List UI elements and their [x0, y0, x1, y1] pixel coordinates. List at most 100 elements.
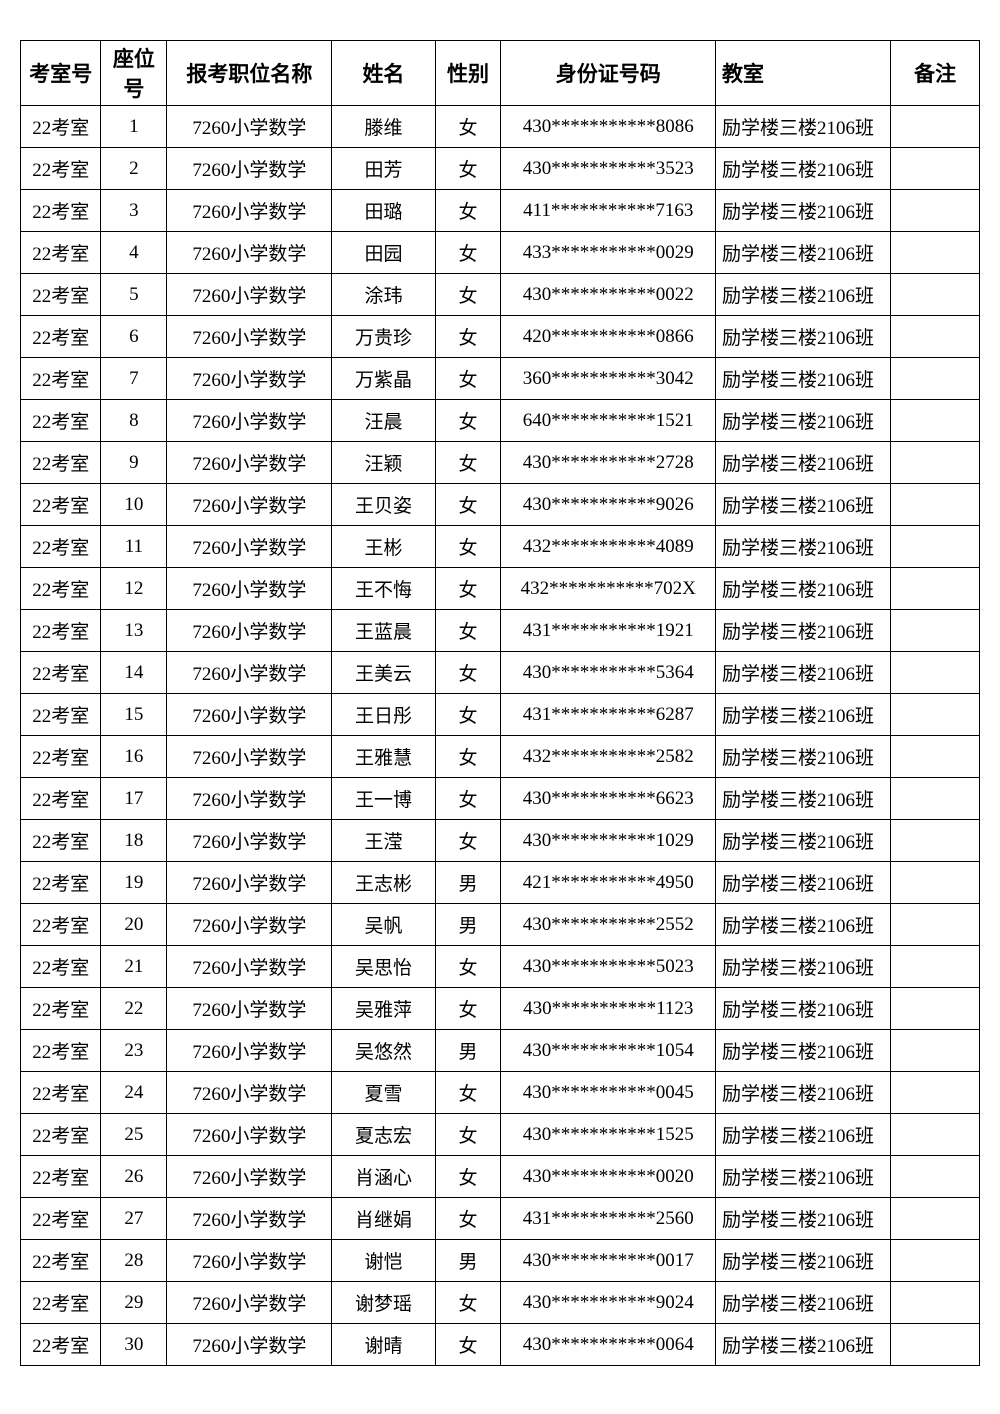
cell-position: 7260小学数学 [167, 694, 332, 736]
table-row: 22考室127260小学数学王不悔女432***********702X励学楼三… [21, 568, 980, 610]
cell-name: 滕维 [332, 106, 435, 148]
cell-room: 22考室 [21, 694, 101, 736]
cell-classroom: 励学楼三楼2106班 [715, 1282, 890, 1324]
cell-name: 万紫晶 [332, 358, 435, 400]
table-row: 22考室137260小学数学王蓝晨女431***********1921励学楼三… [21, 610, 980, 652]
cell-name: 谢梦瑶 [332, 1282, 435, 1324]
table-row: 22考室307260小学数学谢晴女430***********0064励学楼三楼… [21, 1324, 980, 1366]
cell-name: 王滢 [332, 820, 435, 862]
cell-position: 7260小学数学 [167, 1198, 332, 1240]
cell-gender: 女 [435, 1324, 501, 1366]
cell-note [891, 862, 980, 904]
cell-seat: 4 [101, 232, 167, 274]
cell-name: 吴雅萍 [332, 988, 435, 1030]
cell-gender: 女 [435, 358, 501, 400]
cell-name: 夏志宏 [332, 1114, 435, 1156]
cell-note [891, 1198, 980, 1240]
cell-classroom: 励学楼三楼2106班 [715, 1198, 890, 1240]
column-header-position: 报考职位名称 [167, 41, 332, 106]
cell-seat: 17 [101, 778, 167, 820]
cell-name: 夏雪 [332, 1072, 435, 1114]
cell-room: 22考室 [21, 400, 101, 442]
cell-position: 7260小学数学 [167, 1156, 332, 1198]
cell-room: 22考室 [21, 610, 101, 652]
cell-gender: 女 [435, 400, 501, 442]
cell-idnum: 430***********9024 [501, 1282, 715, 1324]
cell-idnum: 432***********702X [501, 568, 715, 610]
cell-idnum: 431***********1921 [501, 610, 715, 652]
cell-position: 7260小学数学 [167, 778, 332, 820]
cell-note [891, 568, 980, 610]
cell-name: 汪颖 [332, 442, 435, 484]
cell-position: 7260小学数学 [167, 484, 332, 526]
cell-seat: 9 [101, 442, 167, 484]
cell-classroom: 励学楼三楼2106班 [715, 610, 890, 652]
cell-classroom: 励学楼三楼2106班 [715, 568, 890, 610]
cell-note [891, 274, 980, 316]
cell-position: 7260小学数学 [167, 190, 332, 232]
cell-idnum: 430***********0020 [501, 1156, 715, 1198]
table-row: 22考室167260小学数学王雅慧女432***********2582励学楼三… [21, 736, 980, 778]
cell-note [891, 358, 980, 400]
cell-gender: 女 [435, 1198, 501, 1240]
cell-note [891, 526, 980, 568]
column-header-note: 备注 [891, 41, 980, 106]
cell-seat: 11 [101, 526, 167, 568]
cell-room: 22考室 [21, 1114, 101, 1156]
cell-seat: 29 [101, 1282, 167, 1324]
cell-room: 22考室 [21, 274, 101, 316]
cell-note [891, 148, 980, 190]
cell-room: 22考室 [21, 442, 101, 484]
cell-note [891, 946, 980, 988]
cell-gender: 女 [435, 232, 501, 274]
cell-seat: 3 [101, 190, 167, 232]
cell-seat: 16 [101, 736, 167, 778]
cell-note [891, 778, 980, 820]
cell-note [891, 610, 980, 652]
cell-classroom: 励学楼三楼2106班 [715, 1324, 890, 1366]
cell-note [891, 190, 980, 232]
cell-gender: 男 [435, 1030, 501, 1072]
cell-classroom: 励学楼三楼2106班 [715, 946, 890, 988]
table-row: 22考室227260小学数学吴雅萍女430***********1123励学楼三… [21, 988, 980, 1030]
cell-name: 王日彤 [332, 694, 435, 736]
table-header-row: 考室号座位号报考职位名称姓名性别身份证号码教室备注 [21, 41, 980, 106]
cell-note [891, 316, 980, 358]
cell-position: 7260小学数学 [167, 610, 332, 652]
cell-seat: 13 [101, 610, 167, 652]
cell-gender: 女 [435, 1114, 501, 1156]
cell-idnum: 420***********0866 [501, 316, 715, 358]
cell-gender: 女 [435, 820, 501, 862]
cell-gender: 男 [435, 904, 501, 946]
cell-position: 7260小学数学 [167, 316, 332, 358]
cell-classroom: 励学楼三楼2106班 [715, 1156, 890, 1198]
cell-note [891, 820, 980, 862]
cell-gender: 女 [435, 148, 501, 190]
cell-seat: 26 [101, 1156, 167, 1198]
cell-seat: 27 [101, 1198, 167, 1240]
cell-classroom: 励学楼三楼2106班 [715, 442, 890, 484]
table-row: 22考室77260小学数学万紫晶女360***********3042励学楼三楼… [21, 358, 980, 400]
table-row: 22考室117260小学数学王彬女432***********4089励学楼三楼… [21, 526, 980, 568]
cell-gender: 女 [435, 736, 501, 778]
cell-gender: 女 [435, 568, 501, 610]
cell-name: 田璐 [332, 190, 435, 232]
column-header-room: 考室号 [21, 41, 101, 106]
cell-idnum: 433***********0029 [501, 232, 715, 274]
cell-name: 王一博 [332, 778, 435, 820]
cell-classroom: 励学楼三楼2106班 [715, 988, 890, 1030]
cell-idnum: 430***********0022 [501, 274, 715, 316]
cell-classroom: 励学楼三楼2106班 [715, 232, 890, 274]
cell-note [891, 1324, 980, 1366]
cell-classroom: 励学楼三楼2106班 [715, 274, 890, 316]
cell-room: 22考室 [21, 988, 101, 1030]
cell-idnum: 411***********7163 [501, 190, 715, 232]
cell-room: 22考室 [21, 904, 101, 946]
cell-idnum: 430***********8086 [501, 106, 715, 148]
cell-room: 22考室 [21, 946, 101, 988]
table-row: 22考室247260小学数学夏雪女430***********0045励学楼三楼… [21, 1072, 980, 1114]
cell-gender: 女 [435, 652, 501, 694]
cell-note [891, 1030, 980, 1072]
cell-idnum: 430***********0064 [501, 1324, 715, 1366]
cell-idnum: 430***********2728 [501, 442, 715, 484]
